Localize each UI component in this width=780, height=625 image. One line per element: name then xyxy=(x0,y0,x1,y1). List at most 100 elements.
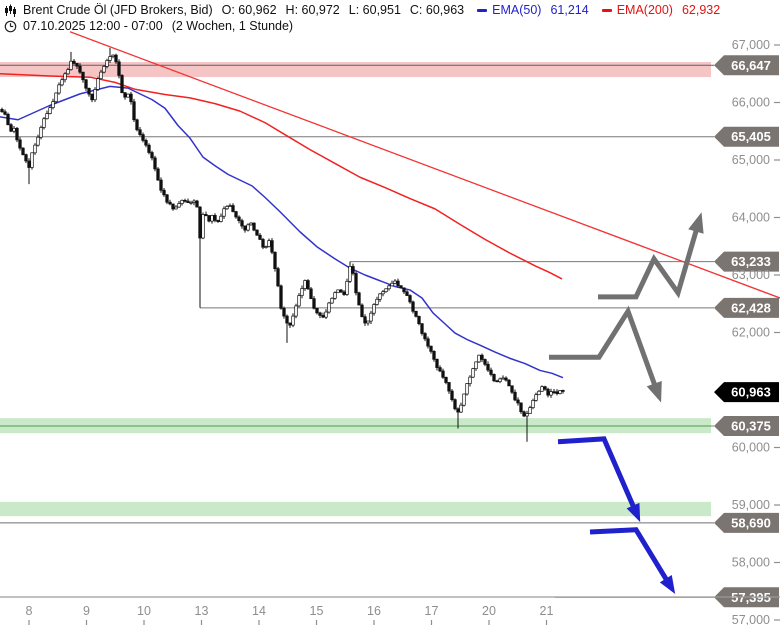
price-tag-66647-shape xyxy=(714,55,779,76)
candle-up xyxy=(102,66,106,73)
candle-down xyxy=(216,220,220,222)
candlestick-chart-icon xyxy=(4,4,19,17)
candle-up xyxy=(525,413,529,417)
candle-up xyxy=(501,377,505,380)
candle-down xyxy=(363,316,367,324)
candle-up xyxy=(381,291,385,295)
candle-down xyxy=(480,354,484,360)
x-tick-label: 20 xyxy=(482,604,496,618)
candle-up xyxy=(324,311,328,318)
candlesticks xyxy=(0,47,565,442)
candle-up xyxy=(30,152,34,168)
candle-up xyxy=(345,280,349,295)
candle-up xyxy=(537,390,541,396)
candle-down xyxy=(408,295,412,303)
candle-down xyxy=(75,63,79,67)
candle-up xyxy=(108,56,112,61)
candle-down xyxy=(495,380,499,383)
projection-arrow-2 xyxy=(589,527,676,595)
candle-down xyxy=(552,391,556,394)
candle-up xyxy=(474,361,478,370)
price-tag-65405-shape xyxy=(714,126,779,147)
candle-up xyxy=(348,266,352,282)
candle-down xyxy=(561,390,565,392)
ema50-value: 61,214 xyxy=(550,3,589,17)
candle-down xyxy=(432,351,436,360)
price-tag-66647-label: 66,647 xyxy=(731,58,771,73)
x-tick-label: 16 xyxy=(367,604,381,618)
ohlc-close: C: 60,963 xyxy=(409,3,465,17)
ema200-label: EMA(200) xyxy=(616,3,673,17)
candle-up xyxy=(51,101,55,109)
candle-up xyxy=(12,127,16,132)
candle-down xyxy=(252,222,256,231)
ohlc-high: H: 60,972 xyxy=(285,3,340,17)
candle-down xyxy=(261,239,265,248)
ema200-line-path xyxy=(0,73,563,280)
x-tick-label: 13 xyxy=(195,604,209,618)
forecast-arrows xyxy=(549,212,704,595)
candle-up xyxy=(246,224,250,231)
candle-down xyxy=(489,369,493,375)
candle-up xyxy=(384,288,388,293)
candle-down xyxy=(204,214,208,216)
candle-down xyxy=(285,315,289,324)
candle-down xyxy=(486,363,490,371)
candle-down xyxy=(237,216,241,222)
y-tick-label: 58,000 xyxy=(732,556,770,570)
support-zone-2 xyxy=(0,501,711,517)
candle-down xyxy=(171,203,175,210)
candle-down xyxy=(282,307,286,317)
candle-down xyxy=(426,338,430,347)
candle-up xyxy=(387,285,391,290)
candle-down xyxy=(18,139,22,149)
candle-down xyxy=(72,60,76,64)
level-lines xyxy=(0,64,714,598)
candle-down xyxy=(273,251,277,269)
candle-up xyxy=(267,240,271,247)
candle-down xyxy=(138,129,142,135)
x-tick-label: 8 xyxy=(26,604,33,618)
projection-arrow-1 xyxy=(557,436,641,523)
candle-down xyxy=(276,268,280,287)
candle-down xyxy=(513,391,517,401)
y-tick-label: 65,000 xyxy=(732,153,770,167)
candle-up xyxy=(297,295,301,307)
candle-down xyxy=(321,315,325,318)
y-tick-label: 62,000 xyxy=(732,326,770,340)
candle-down xyxy=(0,109,4,113)
candle-down xyxy=(402,287,406,293)
x-tick-label: 9 xyxy=(83,604,90,618)
candle-down xyxy=(195,200,199,208)
price-tag-63233-shape xyxy=(714,251,779,272)
candle-down xyxy=(555,391,559,394)
y-tick-label: 60,000 xyxy=(732,441,770,455)
candle-up xyxy=(192,200,196,203)
ema200-line xyxy=(0,73,563,280)
candle-up xyxy=(291,315,295,326)
candle-up xyxy=(174,206,178,210)
candle-down xyxy=(84,79,88,89)
price-tag-63233: 63,233 xyxy=(714,251,779,272)
trendline xyxy=(69,31,780,299)
forecast-arrow-down xyxy=(549,305,662,403)
candle-down xyxy=(255,229,259,236)
clock-icon xyxy=(4,20,19,33)
candle-down xyxy=(162,189,166,196)
candle-down xyxy=(279,285,283,309)
x-tick-label: 21 xyxy=(540,604,554,618)
candle-down xyxy=(351,266,355,274)
price-tag-65405-label: 65,405 xyxy=(731,129,771,144)
instrument-title: Brent Crude Öl (JFD Brokers, Bid) xyxy=(23,3,213,17)
candle-down xyxy=(447,382,451,392)
candle-down xyxy=(15,127,19,141)
candle-down xyxy=(510,385,514,393)
candle-down xyxy=(21,147,25,155)
candle-down xyxy=(114,54,118,63)
candle-up xyxy=(228,205,232,207)
candle-down xyxy=(198,206,202,239)
current-price-tag-label: 60,963 xyxy=(731,385,771,400)
candle-up xyxy=(465,383,469,395)
candle-up xyxy=(531,400,535,408)
